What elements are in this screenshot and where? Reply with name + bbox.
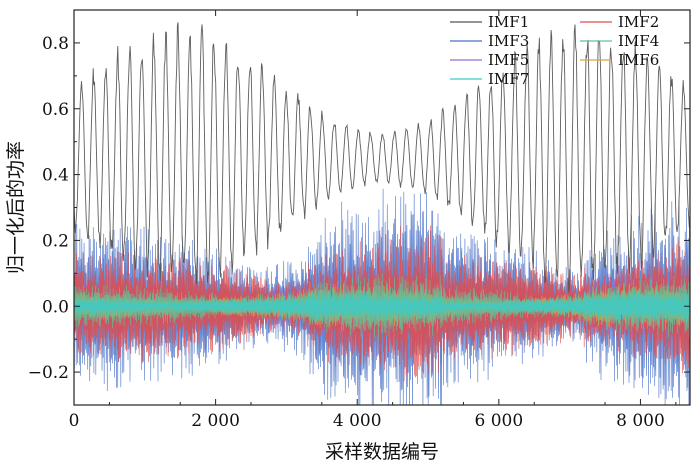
y-tick-label: 0.2 xyxy=(42,231,69,251)
legend: IMF1 IMF2 IMF3 IMF4 IMF5 IMF6 IMF7 xyxy=(450,13,659,88)
x-tick-label: 6 000 xyxy=(474,411,523,431)
legend-label-imf4: IMF4 xyxy=(618,32,659,50)
series-line-imf7 xyxy=(74,289,690,323)
y-tick-label: 0.4 xyxy=(42,166,69,186)
y-tick-label: 0.6 xyxy=(42,100,69,120)
ticks-layer: 0 2 000 4 000 6 000 8 000 −0.2 0.0 0.2 0.4 0.6 0.8 xyxy=(28,9,690,431)
x-tick-label: 0 xyxy=(69,411,80,431)
x-tick-label: 2 000 xyxy=(191,411,240,431)
series-line-imf1 xyxy=(74,22,690,293)
x-tick-label: 8 000 xyxy=(616,411,665,431)
x-tick-label: 4 000 xyxy=(333,411,382,431)
series-layer xyxy=(74,22,690,405)
y-tick-label: 0.0 xyxy=(42,297,69,317)
legend-label-imf3: IMF3 xyxy=(488,32,529,50)
legend-label-imf6: IMF6 xyxy=(618,51,659,69)
x-axis-title: 采样数据编号 xyxy=(325,441,439,463)
legend-label-imf7: IMF7 xyxy=(488,70,529,88)
y-tick-label: −0.2 xyxy=(28,363,69,383)
y-tick-label: 0.8 xyxy=(42,34,69,54)
legend-label-imf5: IMF5 xyxy=(488,51,529,69)
legend-label-imf1: IMF1 xyxy=(488,13,529,31)
y-axis-title: 归一化后的功率 xyxy=(5,141,27,274)
legend-label-imf2: IMF2 xyxy=(618,13,659,31)
